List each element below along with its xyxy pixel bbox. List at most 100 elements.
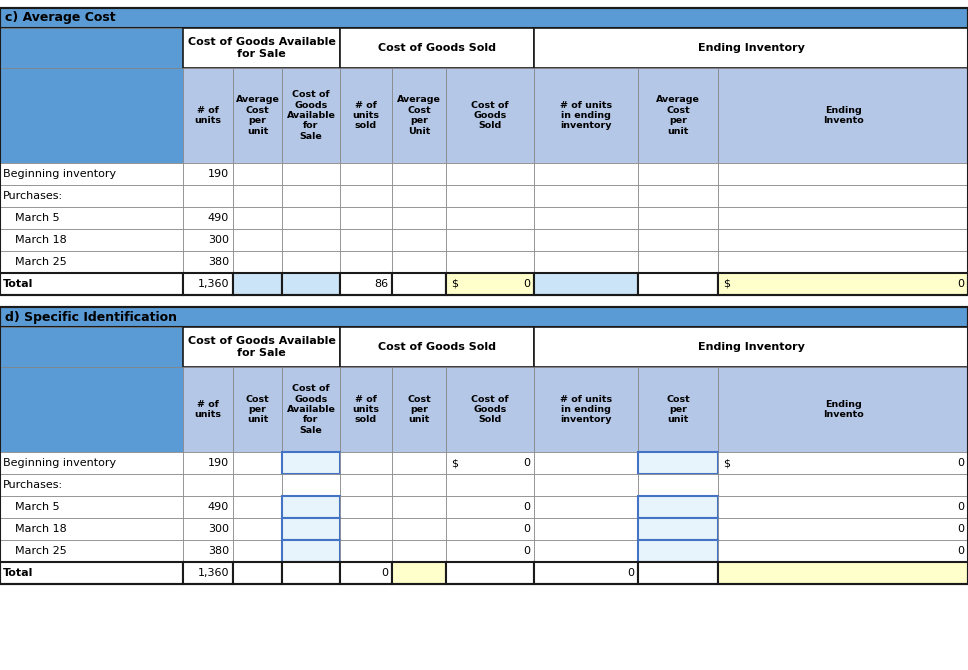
- Bar: [340, 327, 534, 367]
- Bar: [392, 474, 446, 496]
- Bar: [0, 28, 183, 68]
- Bar: [446, 163, 534, 185]
- Text: 300: 300: [208, 235, 229, 245]
- Bar: [0, 327, 183, 367]
- Bar: [0, 540, 183, 562]
- Bar: [392, 163, 446, 185]
- Bar: [718, 163, 968, 185]
- Bar: [446, 207, 534, 229]
- Bar: [183, 518, 233, 540]
- Bar: [233, 540, 282, 562]
- Text: Ending
Invento: Ending Invento: [823, 106, 863, 125]
- Text: 0: 0: [523, 279, 530, 289]
- Bar: [183, 496, 233, 518]
- Bar: [0, 68, 183, 163]
- Text: c) Average Cost: c) Average Cost: [5, 11, 115, 25]
- Bar: [340, 474, 392, 496]
- Text: Ending
Invento: Ending Invento: [823, 400, 863, 419]
- Bar: [446, 185, 534, 207]
- Text: 300: 300: [208, 524, 229, 534]
- Text: 0: 0: [957, 524, 964, 534]
- Bar: [183, 207, 233, 229]
- Text: 0: 0: [957, 279, 964, 289]
- Bar: [446, 474, 534, 496]
- Text: $: $: [723, 458, 730, 468]
- Bar: [0, 8, 968, 28]
- Text: # of units
in ending
inventory: # of units in ending inventory: [560, 395, 612, 424]
- Text: $: $: [723, 279, 730, 289]
- Bar: [233, 273, 282, 295]
- Text: Cost of
Goods
Available
for
Sale: Cost of Goods Available for Sale: [287, 90, 336, 141]
- Bar: [534, 28, 968, 68]
- Bar: [233, 452, 282, 474]
- Bar: [638, 474, 718, 496]
- Text: 0: 0: [957, 546, 964, 556]
- Text: March 18: March 18: [15, 235, 67, 245]
- Text: 0: 0: [957, 502, 964, 512]
- Bar: [233, 185, 282, 207]
- Bar: [534, 474, 638, 496]
- Bar: [392, 207, 446, 229]
- Bar: [0, 8, 968, 295]
- Bar: [534, 327, 968, 367]
- Bar: [183, 540, 233, 562]
- Text: 190: 190: [208, 169, 229, 179]
- Text: Cost of
Goods
Available
for
Sale: Cost of Goods Available for Sale: [287, 384, 336, 435]
- Bar: [534, 251, 638, 273]
- Bar: [392, 367, 446, 452]
- Bar: [233, 68, 282, 163]
- Bar: [0, 273, 183, 295]
- Text: March 5: March 5: [15, 502, 60, 512]
- Bar: [446, 273, 534, 295]
- Bar: [340, 518, 392, 540]
- Bar: [392, 496, 446, 518]
- Bar: [638, 207, 718, 229]
- Text: 1,360: 1,360: [197, 279, 229, 289]
- Bar: [340, 28, 534, 68]
- Text: $: $: [451, 279, 458, 289]
- Bar: [233, 518, 282, 540]
- Text: d) Specific Identification: d) Specific Identification: [5, 310, 177, 324]
- Text: 1,360: 1,360: [197, 568, 229, 578]
- Text: March 5: March 5: [15, 213, 60, 223]
- Bar: [392, 540, 446, 562]
- Bar: [718, 273, 968, 295]
- Text: 0: 0: [627, 568, 634, 578]
- Text: # of
units: # of units: [195, 400, 222, 419]
- Bar: [282, 562, 340, 584]
- Bar: [534, 229, 638, 251]
- Bar: [534, 452, 638, 474]
- Bar: [0, 518, 183, 540]
- Text: 490: 490: [208, 213, 229, 223]
- Bar: [340, 185, 392, 207]
- Bar: [718, 496, 968, 518]
- Bar: [446, 452, 534, 474]
- Bar: [638, 273, 718, 295]
- Bar: [638, 540, 718, 562]
- Text: Average
Cost
per
unit: Average Cost per unit: [235, 95, 280, 135]
- Text: Beginning inventory: Beginning inventory: [3, 458, 116, 468]
- Text: 380: 380: [208, 546, 229, 556]
- Bar: [183, 229, 233, 251]
- Text: Cost
per
unit: Cost per unit: [408, 395, 431, 424]
- Bar: [183, 163, 233, 185]
- Bar: [392, 229, 446, 251]
- Text: 190: 190: [208, 458, 229, 468]
- Text: $: $: [451, 458, 458, 468]
- Bar: [718, 518, 968, 540]
- Bar: [638, 185, 718, 207]
- Text: # of units
in ending
inventory: # of units in ending inventory: [560, 100, 612, 131]
- Text: Ending Inventory: Ending Inventory: [698, 342, 804, 352]
- Bar: [183, 273, 233, 295]
- Bar: [340, 496, 392, 518]
- Text: Ending Inventory: Ending Inventory: [698, 43, 804, 53]
- Text: 490: 490: [208, 502, 229, 512]
- Bar: [392, 273, 446, 295]
- Bar: [718, 68, 968, 163]
- Bar: [0, 562, 183, 584]
- Text: 0: 0: [523, 458, 530, 468]
- Bar: [282, 163, 340, 185]
- Bar: [0, 207, 183, 229]
- Text: Cost
per
unit: Cost per unit: [666, 395, 690, 424]
- Bar: [718, 452, 968, 474]
